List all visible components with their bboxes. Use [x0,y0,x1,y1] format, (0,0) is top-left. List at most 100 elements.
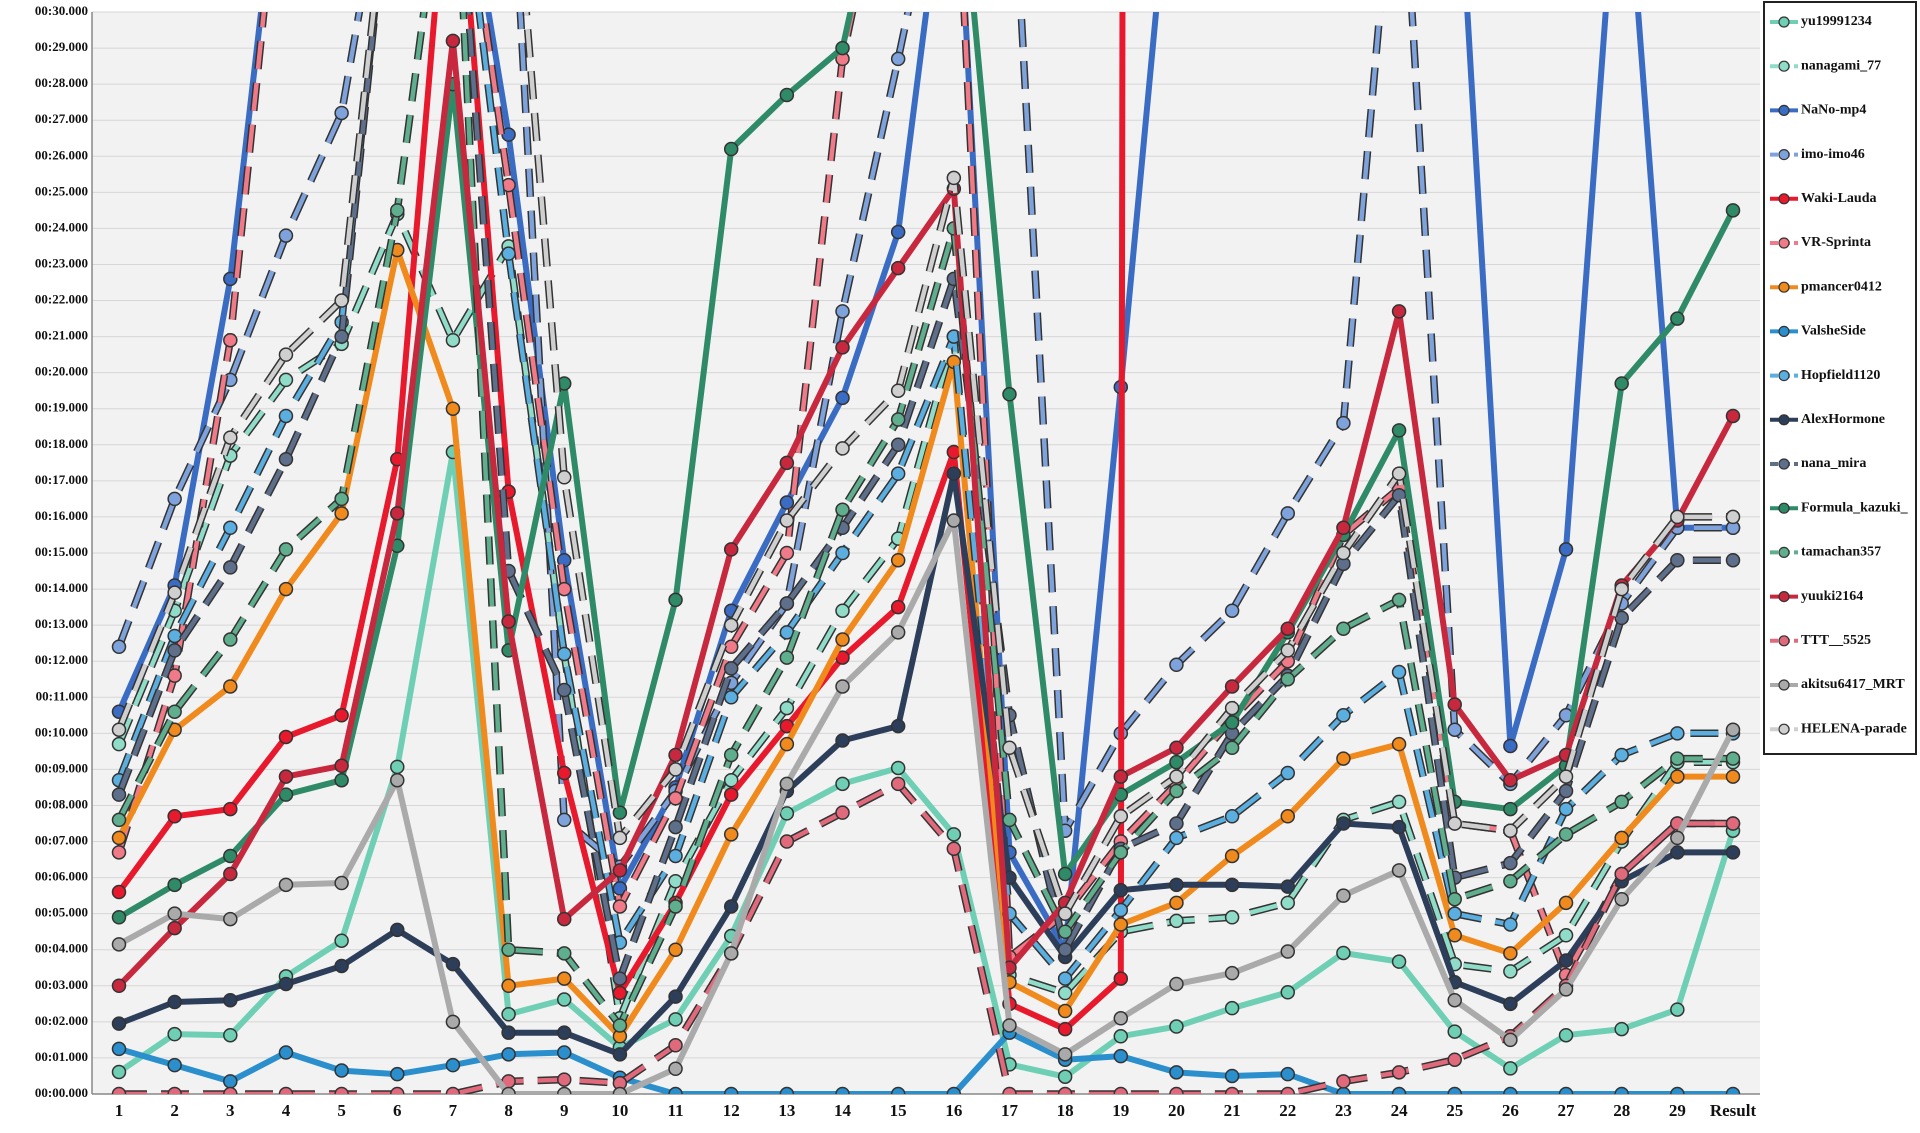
point [445,1057,461,1073]
point [1224,740,1240,756]
y-tick-label: 00:21.000 [35,328,88,343]
point [278,408,294,424]
point [1224,679,1240,694]
point [723,827,739,842]
legend-swatch-marker [1778,104,1790,117]
point [1503,964,1518,979]
point [1725,751,1741,766]
point [1725,203,1741,218]
point [779,513,795,528]
y-tick-label: 00:13.000 [35,616,88,631]
point [1503,946,1518,961]
x-tick-label: 11 [668,1101,684,1120]
point [1391,863,1407,878]
point [835,1086,850,1094]
point [111,910,127,925]
legend-label: TTT__5525 [1801,633,1871,648]
point [1280,985,1296,1000]
point [1670,509,1685,525]
point [1558,982,1574,997]
point [723,661,739,676]
x-tick-label: 14 [834,1101,852,1120]
point [1614,1021,1629,1037]
point [1113,902,1129,918]
point [668,899,683,914]
point [1280,809,1296,824]
point [167,628,182,644]
point [1224,965,1240,981]
series-line [116,12,1733,981]
point [1503,996,1518,1012]
point [668,1086,683,1094]
point [1614,376,1629,391]
point [1169,1019,1184,1034]
y-tick-label: 00:02.000 [35,1013,88,1028]
point [278,372,294,388]
series-line [118,1029,1733,1094]
point [390,506,405,521]
legend-swatch-marker [1778,193,1790,205]
legend-label: yuuki2164 [1801,589,1863,604]
y-tick-label: 00:05.000 [35,905,88,920]
point [1224,700,1240,716]
point [278,787,294,802]
point [1614,794,1629,810]
point [390,759,405,775]
point [501,1025,516,1040]
point [946,841,962,856]
x-tick-label: 23 [1335,1101,1352,1120]
point [1113,917,1129,932]
point [501,1007,516,1022]
x-tick-label: 18 [1057,1101,1074,1120]
point [1002,740,1017,756]
legend-label: yu19991234 [1801,14,1872,29]
point [946,444,962,460]
point [501,942,516,957]
legend-label: akitsu6417_MRT [1801,677,1905,692]
point [1113,971,1129,986]
point [1224,1086,1240,1094]
point [890,437,906,453]
point [668,1012,683,1027]
point [779,650,795,665]
point [1447,1024,1462,1039]
y-tick-label: 00:30.000 [35,3,88,18]
point [835,632,850,647]
y-tick-label: 00:12.000 [35,652,88,667]
point [1280,879,1296,894]
legend-swatch-marker [1778,281,1790,293]
point [1391,466,1407,481]
point [1169,769,1184,784]
point [167,1026,182,1042]
point [1169,1065,1184,1080]
point [1558,783,1574,799]
point [1336,520,1351,536]
point [111,830,127,846]
point [167,920,182,936]
point [1336,945,1351,961]
point [1614,1086,1629,1094]
point [946,513,962,528]
y-tick-label: 00:20.000 [35,364,88,379]
point [111,1041,127,1057]
series-line [116,12,1733,953]
point [1503,772,1518,788]
point [1113,1086,1129,1094]
point [1057,1086,1073,1094]
point [1447,992,1462,1008]
point [334,491,349,507]
point [668,592,683,608]
point [1614,581,1629,597]
point [1113,1048,1129,1064]
point [167,1086,182,1094]
point [1725,722,1741,737]
point [668,942,683,957]
point [1391,1086,1407,1094]
point [334,772,349,788]
x-tick-label: 12 [723,1101,740,1120]
point [612,1047,628,1062]
point [1169,830,1184,846]
point [111,639,127,655]
point [1447,906,1462,921]
